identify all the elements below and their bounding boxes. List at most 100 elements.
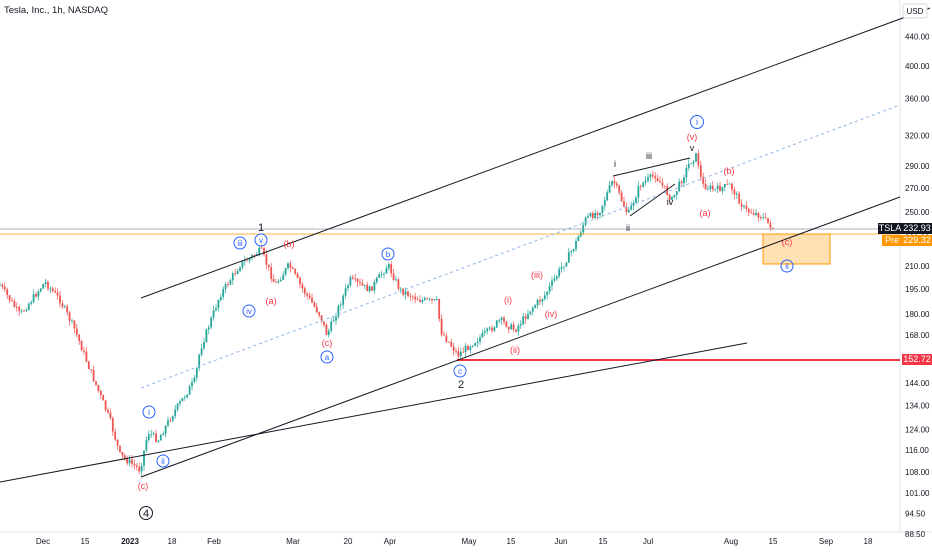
tsla-symbol-label: TSLA — [879, 223, 902, 233]
candle-body — [651, 174, 654, 177]
price-axis[interactable]: 440.00 400.00 360.00 320.00 290.00 270.00 250.… — [905, 33, 930, 540]
candle-body — [464, 345, 467, 353]
candle-body — [455, 350, 457, 352]
wave-b-blue: b — [381, 247, 395, 261]
candle-body — [546, 291, 549, 296]
price-tick-label: 210.00 — [905, 262, 930, 271]
candle-body — [116, 439, 119, 446]
candle-body — [435, 299, 438, 300]
candle-body — [680, 181, 683, 184]
target-zone-box[interactable] — [762, 233, 831, 265]
candle-body — [723, 184, 726, 188]
price-tick-label: 400.00 — [905, 62, 930, 71]
time-label: 18 — [168, 537, 177, 546]
time-label: Dec — [36, 537, 50, 546]
price-tick-label: 440.00 — [905, 33, 930, 42]
candle-body — [248, 257, 251, 261]
candle-body — [284, 268, 287, 275]
candle-body — [368, 286, 371, 292]
candle-body — [349, 277, 352, 286]
candle-body — [253, 255, 256, 256]
svg-text:a: a — [325, 353, 330, 362]
lower-channel-line[interactable] — [140, 196, 901, 478]
price-tick-label: 108.00 — [905, 468, 930, 477]
candle-body — [740, 203, 743, 207]
candle-body — [771, 227, 774, 229]
candle-body — [471, 345, 474, 347]
candle-body — [107, 409, 109, 413]
candle-body — [42, 284, 45, 289]
time-label: 15 — [507, 537, 516, 546]
candle-body — [630, 205, 633, 210]
candle-body — [147, 434, 150, 440]
candle-body — [399, 288, 402, 290]
candle-body — [39, 288, 42, 292]
candle-body — [563, 266, 565, 268]
price-tick-label: 134.00 — [905, 401, 930, 410]
currency-selector[interactable]: USD — [902, 3, 928, 19]
candle-body — [428, 298, 431, 300]
candle-body — [407, 291, 409, 296]
candle-body — [618, 185, 621, 193]
candle-body — [738, 193, 741, 204]
candle-body — [85, 351, 88, 362]
candle-body — [183, 397, 186, 398]
candle-body — [320, 315, 323, 322]
candle-body — [752, 213, 755, 215]
candle-body — [351, 277, 354, 279]
candle-body — [272, 279, 275, 282]
time-label: 15 — [769, 537, 778, 546]
candle-body — [164, 425, 167, 434]
candle-body — [591, 213, 594, 218]
candle-body — [589, 213, 592, 217]
candle-body — [342, 295, 345, 305]
candle-body — [755, 212, 757, 215]
candle-body — [527, 313, 529, 319]
candle-body — [594, 213, 597, 218]
candle-body — [54, 291, 57, 293]
wave-iii-blue: iii — [233, 236, 247, 250]
candle-body — [637, 186, 640, 198]
candle-body — [431, 298, 433, 301]
candle-body — [128, 459, 131, 464]
wave-iv-red: (iv) — [545, 309, 558, 319]
price-tick-label: 88.50 — [905, 530, 926, 539]
time-label: 18 — [864, 537, 873, 546]
circle-icon — [453, 364, 467, 378]
candle-body — [678, 181, 681, 192]
candle-body — [764, 217, 767, 219]
long-support-line[interactable] — [0, 342, 748, 483]
candle-body — [747, 208, 750, 213]
candle-body — [553, 278, 556, 281]
candle-body — [25, 310, 28, 311]
candle-body — [392, 273, 395, 280]
circle-icon — [381, 247, 395, 261]
circle-icon — [156, 454, 170, 468]
wave-iii-black: iii — [646, 151, 652, 161]
candle-body — [558, 269, 561, 277]
candle-body — [675, 191, 678, 195]
candle-body — [378, 274, 381, 278]
candle-body — [733, 189, 736, 195]
price-tick-label: 270.00 — [905, 184, 930, 193]
candle-body — [18, 307, 21, 312]
candle-body — [500, 317, 503, 321]
time-axis[interactable]: Dec 15 2023 18 Feb Mar 20 Apr May 15 Jun… — [36, 537, 873, 546]
candle-body — [68, 312, 71, 321]
candle-body — [529, 311, 532, 314]
upper-channel-line[interactable] — [140, 7, 931, 299]
candle-body — [44, 282, 47, 284]
candle-body — [282, 274, 285, 280]
candle-body — [217, 300, 220, 308]
candle-body — [102, 395, 105, 401]
candle-body — [337, 305, 340, 317]
currency-label: USD — [907, 7, 924, 16]
candle-body — [155, 433, 157, 442]
candle-body — [231, 273, 234, 281]
time-label: Apr — [384, 537, 397, 546]
candle-body — [635, 197, 637, 203]
candle-body — [639, 186, 642, 187]
candle-body — [647, 177, 649, 181]
candle-body — [97, 385, 100, 391]
